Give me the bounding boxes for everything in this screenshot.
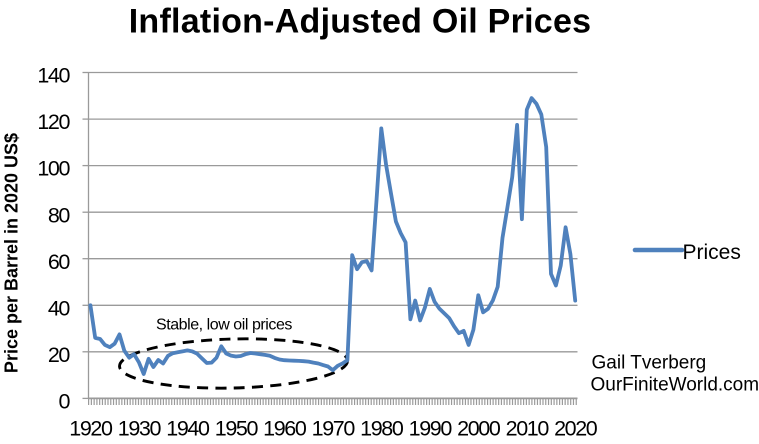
svg-text:80: 80 bbox=[48, 203, 71, 227]
svg-text:40: 40 bbox=[48, 296, 71, 320]
svg-text:1930: 1930 bbox=[118, 417, 162, 441]
svg-text:2000: 2000 bbox=[457, 417, 501, 441]
svg-text:Inflation-Adjusted Oil Prices: Inflation-Adjusted Oil Prices bbox=[129, 3, 592, 41]
svg-text:1990: 1990 bbox=[409, 417, 453, 441]
svg-text:1940: 1940 bbox=[166, 417, 210, 441]
svg-text:1970: 1970 bbox=[312, 417, 356, 441]
svg-text:100: 100 bbox=[37, 157, 70, 181]
svg-text:2010: 2010 bbox=[506, 417, 550, 441]
svg-text:1950: 1950 bbox=[215, 417, 259, 441]
svg-text:Price per Barrel in 2020 US$: Price per Barrel in 2020 US$ bbox=[2, 133, 22, 373]
svg-text:120: 120 bbox=[37, 110, 70, 134]
svg-text:140: 140 bbox=[37, 64, 70, 88]
svg-text:OurFiniteWorld.com: OurFiniteWorld.com bbox=[591, 374, 759, 395]
svg-text:2020: 2020 bbox=[554, 417, 598, 441]
svg-text:1960: 1960 bbox=[263, 417, 307, 441]
svg-text:20: 20 bbox=[48, 343, 71, 367]
svg-text:60: 60 bbox=[48, 250, 71, 274]
svg-text:0: 0 bbox=[58, 390, 70, 414]
svg-text:1920: 1920 bbox=[69, 417, 113, 441]
svg-text:1980: 1980 bbox=[360, 417, 404, 441]
svg-text:Prices: Prices bbox=[683, 241, 741, 264]
svg-text:Gail Tverberg: Gail Tverberg bbox=[592, 353, 707, 374]
svg-text:Stable, low oil prices: Stable, low oil prices bbox=[156, 317, 292, 334]
